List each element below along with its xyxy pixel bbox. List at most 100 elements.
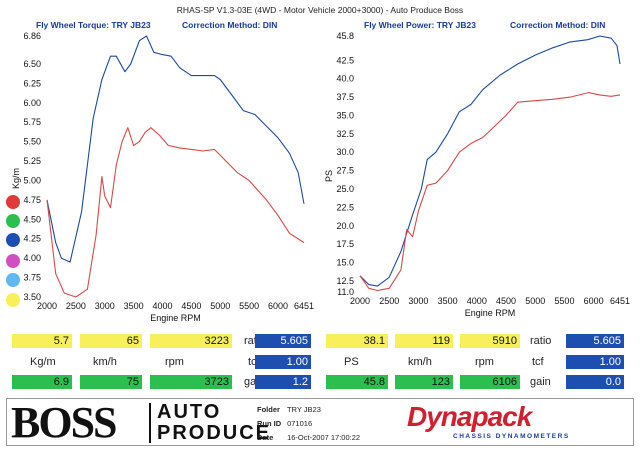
right-unit-speed: km/h bbox=[408, 356, 432, 368]
power-x-tick-label: 3500 bbox=[438, 296, 458, 306]
right-tcf-value: 1.00 bbox=[566, 355, 624, 369]
power-y-tick-label: 40.0 bbox=[336, 74, 354, 84]
date-row: Date 16-Oct-2007 17:00:22 bbox=[257, 433, 360, 442]
power-y-tick-label: 22.5 bbox=[336, 202, 354, 212]
torque-chart-title: Fly Wheel Torque: TRY JB23 bbox=[36, 20, 151, 30]
torque-x-tick-label: 5000 bbox=[210, 301, 230, 311]
produce-logo-text: PRODUCE bbox=[157, 422, 272, 444]
torque-x-axis-label: Engine RPM bbox=[150, 313, 201, 323]
left-tcf-label: tcf bbox=[248, 356, 260, 368]
power-chart: 11.012.5 15.0 17.5 20.0 22.5 25.0 27.5 30.0 32.5… bbox=[324, 31, 630, 318]
power-x-tick-label: 2500 bbox=[379, 296, 399, 306]
torque-x-tick-label: 6000 bbox=[268, 301, 288, 311]
right-unit-power: PS bbox=[344, 356, 359, 368]
power-x-tick-label: 4500 bbox=[496, 296, 516, 306]
power-correction-method: Correction Method: DIN bbox=[510, 20, 606, 30]
torque-y-tick-label: 4.00 bbox=[23, 253, 41, 263]
dynapack-subtitle: CHASSIS DYNAMOMETERS bbox=[453, 433, 570, 440]
torque-y-tick-label: 5.00 bbox=[23, 175, 41, 185]
power-x-tick-label: 5500 bbox=[554, 296, 574, 306]
folder-value: TRY JB23 bbox=[286, 405, 321, 414]
torque-series-run-red bbox=[46, 127, 305, 298]
power-y-tick-label: 17.5 bbox=[336, 239, 354, 249]
right-max-power: 45.8 bbox=[326, 375, 388, 389]
legend-dot-blue bbox=[6, 233, 20, 247]
torque-y-tick-label: 5.25 bbox=[23, 156, 41, 166]
right-peak-power: 38.1 bbox=[326, 334, 388, 348]
power-y-tick-label: 15.0 bbox=[336, 258, 354, 268]
runid-label: Run ID bbox=[257, 419, 282, 428]
legend-dot-cyan bbox=[6, 273, 20, 287]
left-unit-rpm: rpm bbox=[165, 356, 184, 368]
power-y-tick-label: 37.5 bbox=[336, 92, 354, 102]
torque-chart: 3.50 3.75 4.00 4.25 4.50 4.75 5.00 5.25 5.50 5.75… bbox=[11, 31, 314, 323]
legend-dot-red bbox=[6, 195, 20, 209]
left-ratio-value: 5.605 bbox=[255, 334, 311, 348]
right-ratio-label: ratio bbox=[530, 335, 552, 347]
torque-y-tick-label: 4.50 bbox=[23, 214, 41, 224]
power-y-tick-label: 25.0 bbox=[336, 184, 354, 194]
power-chart-title: Fly Wheel Power: TRY JB23 bbox=[364, 20, 476, 30]
boss-logo: BOSS bbox=[11, 398, 118, 447]
torque-x-tick-label: 3500 bbox=[124, 301, 144, 311]
right-max-rpm: 6106 bbox=[460, 375, 520, 389]
left-peak-rpm: 3223 bbox=[150, 334, 232, 348]
torque-y-tick-label: 4.25 bbox=[23, 234, 41, 244]
report-footer: BOSS AUTO PRODUCE Folder TRY JB23 Run ID… bbox=[6, 398, 634, 446]
torque-x-tick-label: 4500 bbox=[181, 301, 201, 311]
right-peak-speed: 119 bbox=[395, 334, 453, 348]
torque-x-tick-label: 2000 bbox=[37, 301, 57, 311]
right-gain-value: 0.0 bbox=[566, 375, 624, 389]
dynapack-logo: Dynapack bbox=[407, 401, 532, 432]
runid-row: Run ID 071016 bbox=[257, 419, 312, 428]
torque-y-axis-label: Kg/m bbox=[11, 168, 21, 189]
folder-label: Folder bbox=[257, 405, 280, 414]
legend-dot-magenta bbox=[6, 254, 20, 268]
torque-y-tick-label: 6.00 bbox=[23, 98, 41, 108]
auto-logo-text: AUTO bbox=[157, 401, 222, 423]
power-y-tick-label: 11.0 bbox=[337, 287, 354, 297]
torque-y-tick-label: 6.25 bbox=[23, 78, 41, 88]
torque-x-tick-label: 4000 bbox=[152, 301, 172, 311]
power-x-tick-label: 4000 bbox=[467, 296, 487, 306]
power-y-axis-label: PS bbox=[324, 170, 334, 182]
torque-y-tick-label: 5.75 bbox=[23, 117, 41, 127]
left-peak-speed: 65 bbox=[80, 334, 142, 348]
power-y-tick-label: 27.5 bbox=[336, 166, 354, 176]
power-x-tick-label: 6000 bbox=[584, 296, 604, 306]
torque-y-tick-label: 6.86 bbox=[23, 31, 41, 41]
torque-y-tick-label: 4.75 bbox=[23, 195, 41, 205]
left-gain-value: 1.2 bbox=[255, 375, 311, 389]
power-y-tick-label: 32.5 bbox=[336, 129, 354, 139]
date-label: Date bbox=[257, 433, 274, 442]
torque-correction-method: Correction Method: DIN bbox=[182, 20, 278, 30]
torque-x-tick-label: 6451 bbox=[294, 301, 314, 311]
runid-value: 071016 bbox=[287, 419, 313, 428]
power-series-run-red bbox=[359, 92, 621, 292]
torque-series-run-blue bbox=[46, 35, 305, 263]
torque-x-tick-label: 5500 bbox=[239, 301, 259, 311]
left-unit-torque: Kg/m bbox=[30, 356, 56, 368]
right-unit-rpm: rpm bbox=[475, 356, 494, 368]
power-y-tick-label: 20.0 bbox=[336, 221, 354, 231]
right-peak-rpm: 5910 bbox=[460, 334, 520, 348]
left-max-torque: 6.9 bbox=[12, 375, 72, 389]
left-max-rpm: 3723 bbox=[150, 375, 232, 389]
logo-divider bbox=[149, 403, 151, 443]
power-x-tick-label: 5000 bbox=[525, 296, 545, 306]
torque-x-tick-label: 3000 bbox=[95, 301, 115, 311]
right-ratio-value: 5.605 bbox=[566, 334, 624, 348]
left-max-speed: 75 bbox=[80, 375, 142, 389]
left-unit-speed: km/h bbox=[93, 356, 117, 368]
power-y-tick-label: 45.8 bbox=[336, 31, 354, 41]
power-x-tick-label: 2000 bbox=[350, 296, 370, 306]
power-y-tick-label: 35.0 bbox=[336, 110, 354, 120]
right-tcf-label: tcf bbox=[532, 356, 544, 368]
power-x-axis-label: Engine RPM bbox=[465, 308, 516, 318]
torque-y-tick-label: 6.50 bbox=[23, 59, 41, 69]
folder-row: Folder TRY JB23 bbox=[257, 405, 321, 414]
right-gain-label: gain bbox=[530, 376, 551, 388]
report-title: RHAS-SP V1.3-03E (4WD - Motor Vehicle 20… bbox=[176, 5, 464, 15]
power-y-tick-label: 30.0 bbox=[336, 147, 354, 157]
date-value: 16-Oct-2007 17:00:22 bbox=[287, 433, 361, 442]
